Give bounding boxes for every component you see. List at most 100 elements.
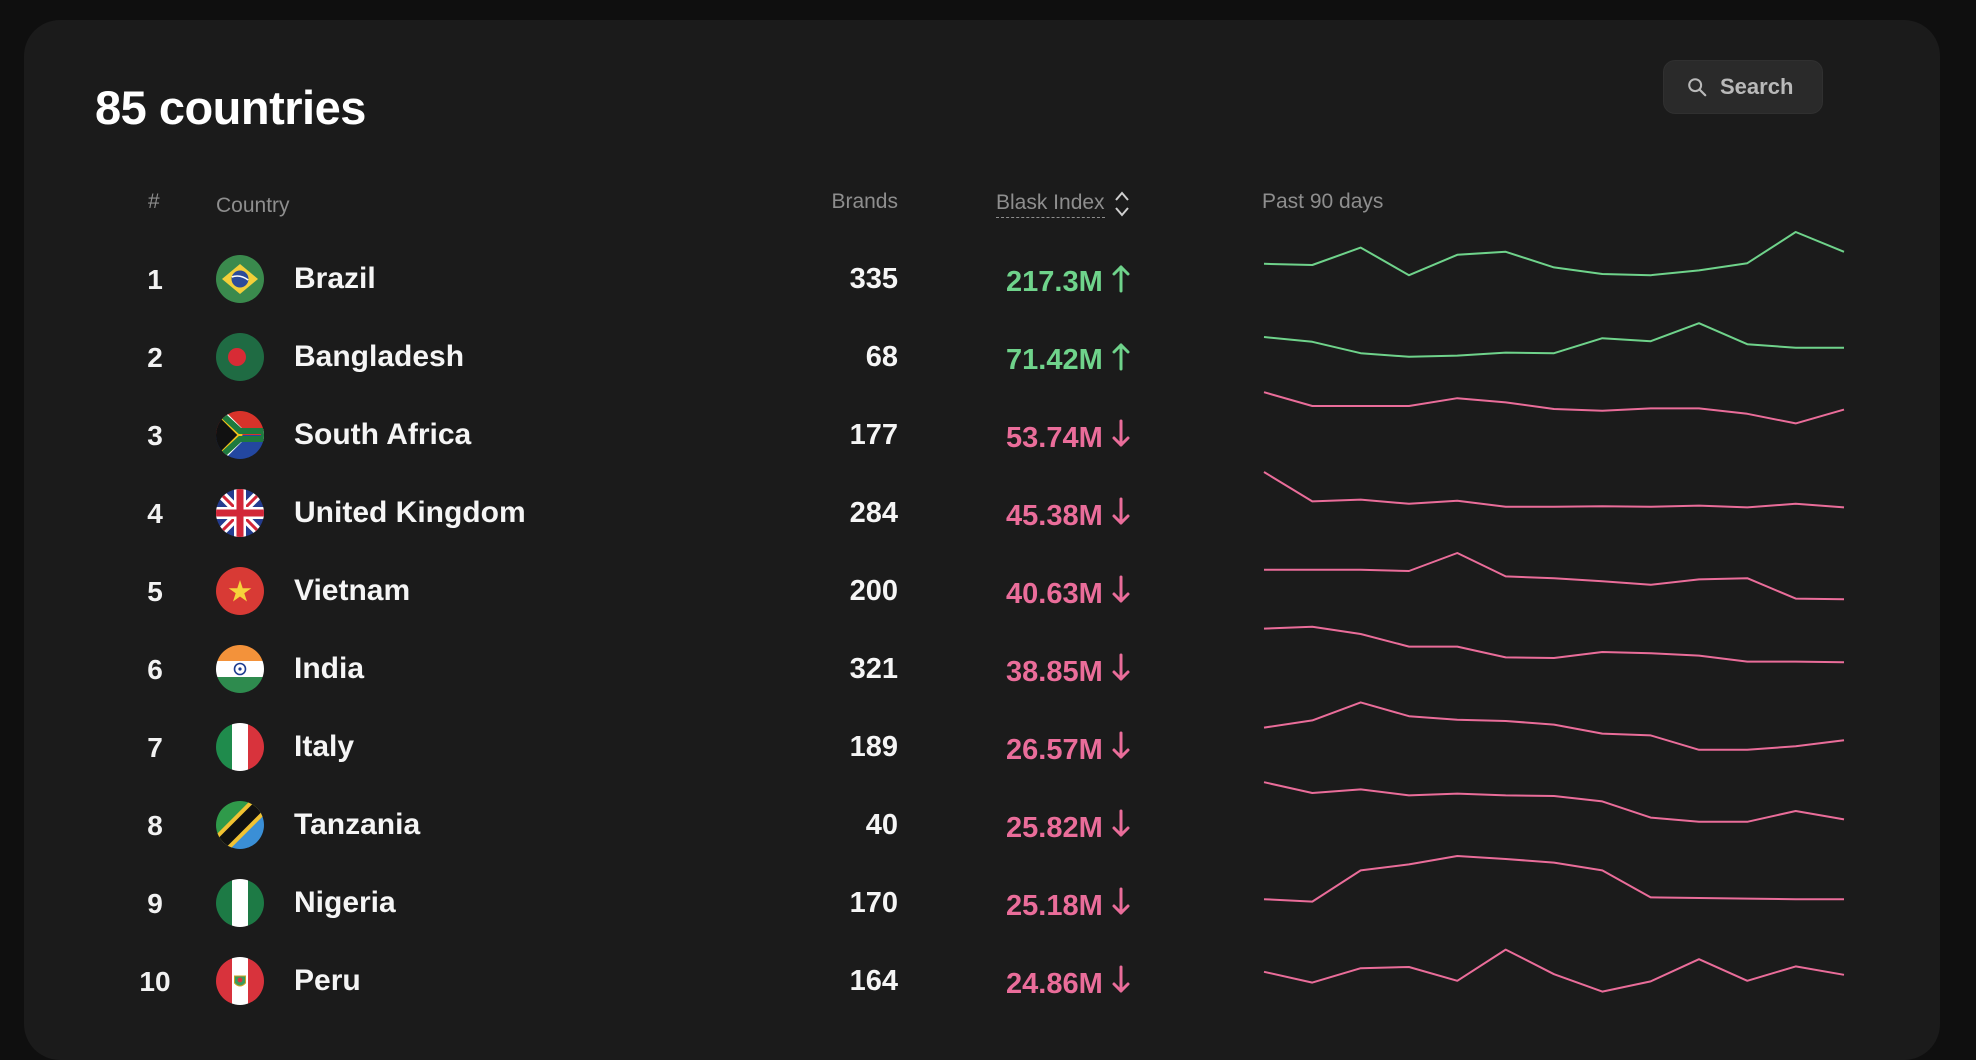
row-rank: 1 [147,264,163,295]
column-header-blask-index[interactable]: Blask Index [996,190,1131,218]
south-africa-flag-icon [216,411,264,459]
arrow-down-icon [1103,497,1131,535]
search-label: Search [1720,74,1794,99]
search-icon [1688,78,1707,97]
country-name: Tanzania [294,808,421,841]
arrow-down-icon [1103,575,1131,613]
trend-sparkline [1263,781,1845,823]
table-row[interactable]: 2 Bangladesh 68 71.42M [0,320,1976,398]
country-name: Bangladesh [294,340,465,373]
row-rank: 5 [147,576,163,607]
italy-flag-icon [216,723,264,771]
column-header-country: Country [216,194,290,217]
nigeria-flag-icon [216,879,264,927]
blask-index-value: 26.57M [1006,731,1131,769]
country-name: South Africa [294,418,472,451]
blask-index-label: Blask Index [996,191,1105,218]
row-rank: 6 [147,654,163,685]
blask-index-value: 45.38M [1006,497,1131,535]
blask-index-number: 45.38M [1006,499,1103,532]
country-name: Brazil [294,262,376,295]
row-rank: 7 [147,732,163,763]
country-name: Peru [294,964,361,997]
search-button[interactable]: Search [1663,60,1823,114]
blask-index-number: 26.57M [1006,733,1103,766]
brands-count: 284 [849,497,898,529]
table-row[interactable]: 5 Vietnam 200 40.63M [0,552,1976,632]
sparkline-path [1263,231,1845,277]
arrow-down-icon [1103,887,1131,925]
column-header-past-90-days: Past 90 days [1262,190,1384,213]
bangladesh-flag-icon [216,333,264,381]
table-row[interactable]: 7 Italy 189 26.57M [0,701,1976,788]
arrow-down-icon [1103,809,1131,847]
blask-index-value: 217.3M [1006,263,1131,301]
blask-index-number: 24.86M [1006,967,1103,1000]
sparkline-path [1263,781,1845,823]
sort-icon [1114,191,1129,217]
table-row[interactable]: 3 South Africa 177 53.74M [0,391,1976,476]
trend-sparkline [1263,625,1845,664]
blask-index-number: 38.85M [1006,655,1103,688]
arrow-up-icon [1103,341,1131,379]
blask-index-value: 71.42M [1006,341,1131,379]
brands-count: 189 [849,731,898,763]
countries-panel [24,20,1940,1060]
india-flag-icon [216,645,264,693]
table-row[interactable]: 10 Peru 164 24.86M [0,944,1976,1022]
blask-index-value: 38.85M [1006,653,1131,691]
blask-index-value: 40.63M [1006,575,1131,613]
brands-count: 321 [849,653,898,685]
table-row[interactable]: 6 India 321 38.85M [0,625,1976,710]
page-title: 85 countries [95,81,366,134]
sparkline-path [1263,322,1844,358]
blask-index-value: 53.74M [1006,419,1131,457]
column-header-rank: # [148,190,160,213]
blask-index-number: 217.3M [1006,265,1103,298]
row-rank: 10 [139,966,171,997]
trend-sparkline [1263,322,1844,358]
row-rank: 9 [147,888,163,919]
uk-flag-icon [216,489,264,537]
trend-sparkline [1263,948,1845,993]
arrow-down-icon [1103,965,1131,1003]
blask-index-number: 71.42M [1006,343,1103,376]
row-rank: 3 [147,420,163,451]
table-row[interactable]: 1 Brazil 335 217.3M [0,231,1976,320]
trend-sparkline [1263,471,1845,509]
arrow-down-icon [1103,731,1131,769]
blask-index-value: 25.82M [1006,809,1131,847]
country-name: Vietnam [294,574,411,607]
table-row[interactable]: 9 Nigeria 170 25.18M [0,855,1976,944]
table-row[interactable]: 8 Tanzania 40 25.82M [0,781,1976,866]
peru-flag-icon [216,957,264,1005]
trend-sparkline [1263,855,1844,903]
brands-count: 170 [849,887,898,919]
brands-count: 177 [849,419,898,451]
sparkline-path [1263,701,1845,751]
trend-sparkline [1264,552,1845,601]
vietnam-flag-icon [216,567,264,615]
brands-count: 200 [849,575,898,607]
sparkline-path [1264,552,1845,601]
blask-index-number: 25.18M [1006,889,1103,922]
row-rank: 8 [147,810,163,841]
arrow-down-icon [1103,419,1131,457]
trend-sparkline [1263,231,1845,277]
country-name: Nigeria [294,886,396,919]
country-name: United Kingdom [294,496,526,529]
sparkline-path [1263,471,1845,509]
table-row[interactable]: 4 United Kingdom 284 45.38M [0,471,1976,554]
brands-count: 335 [849,263,898,295]
brazil-flag-icon [216,255,264,303]
brands-count: 164 [849,965,898,997]
country-name: India [294,652,365,685]
row-rank: 2 [147,342,163,373]
trend-sparkline [1263,391,1845,425]
blask-index-value: 24.86M [1006,965,1131,1003]
arrow-down-icon [1103,653,1131,691]
arrow-up-icon [1103,263,1131,301]
trend-sparkline [1263,701,1845,751]
sparkline-path [1263,625,1845,664]
brands-count: 68 [865,341,898,373]
